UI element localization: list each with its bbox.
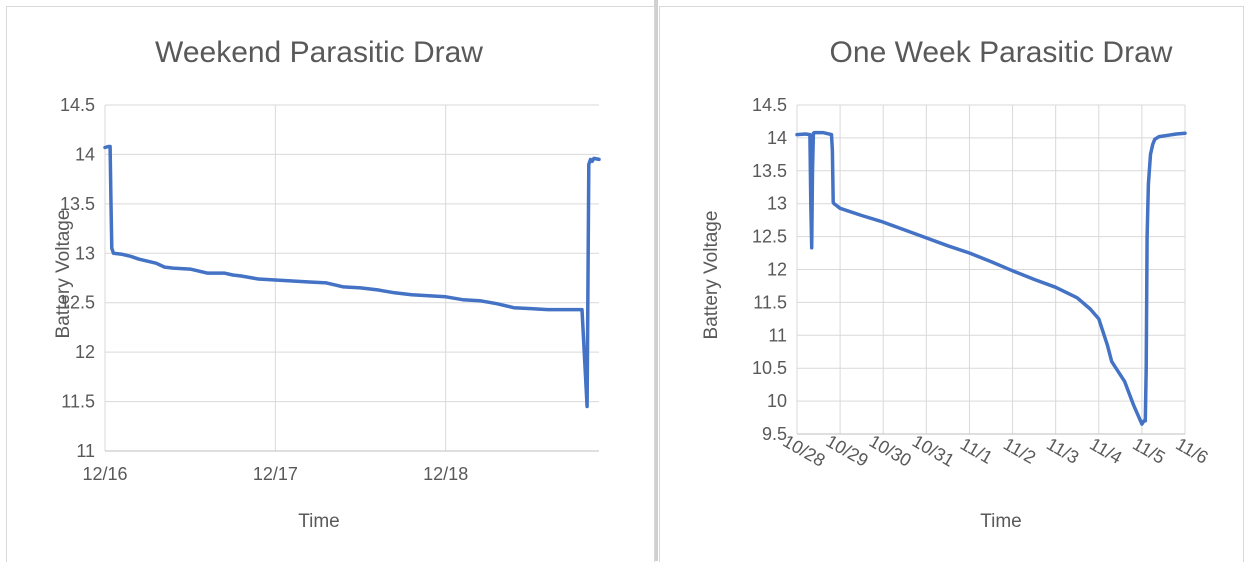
series-line-voltage	[103, 144, 601, 409]
x-tick-label: 10/29	[823, 431, 872, 471]
y-tick-label: 12	[767, 260, 787, 280]
y-tick-label: 11	[768, 325, 787, 345]
y-tick-label: 14.5	[60, 95, 95, 115]
x-axis-label: Time	[298, 511, 340, 532]
x-tick-label: 11/2	[1000, 434, 1039, 468]
chart-panel-weekend: Weekend Parasitic Draw Time Battery Volt…	[6, 6, 655, 562]
x-tick-label: 11/3	[1043, 434, 1082, 468]
x-tick-label: 11/1	[957, 434, 996, 468]
y-axis-label: Battery Voltage	[701, 211, 722, 340]
y-tick-label: 12	[75, 342, 95, 362]
y-tick-label: 9.5	[762, 424, 787, 444]
y-tick-label: 14	[767, 128, 787, 148]
x-tick-label: 10/28	[779, 431, 828, 471]
y-tick-label: 11	[76, 441, 95, 461]
y-tick-label: 13	[767, 194, 787, 214]
chart-title: Weekend Parasitic Draw	[155, 36, 483, 69]
x-tick-label: 12/16	[82, 464, 127, 484]
x-tick-label: 11/5	[1129, 434, 1168, 468]
y-tick-label: 10.5	[752, 358, 787, 378]
panel-divider	[654, 0, 658, 561]
y-tick-label: 12.5	[752, 227, 787, 247]
x-tick-label: 12/17	[253, 464, 298, 484]
x-tick-label: 11/6	[1172, 434, 1211, 468]
y-tick-label: 10	[767, 391, 787, 411]
weekend-chart-svg: Weekend Parasitic Draw Time Battery Volt…	[53, 36, 601, 532]
chart-panel-one-week: One Week Parasitic Draw Time Battery Vol…	[659, 6, 1244, 562]
y-tick-label: 14	[75, 144, 95, 164]
y-tick-label: 12.5	[60, 293, 95, 313]
x-tick-label: 11/4	[1086, 434, 1125, 468]
y-tick-label: 11.5	[753, 292, 787, 312]
y-tick-label: 13	[75, 243, 95, 263]
x-tick-label: 10/30	[866, 431, 915, 471]
x-tick-label: 10/31	[909, 431, 958, 471]
y-tick-label: 14.5	[752, 95, 787, 115]
series-line-voltage	[795, 130, 1187, 426]
y-tick-label: 13.5	[60, 194, 95, 214]
one-week-chart-svg: One Week Parasitic Draw Time Battery Vol…	[701, 36, 1212, 532]
y-tick-label: 11.5	[61, 392, 95, 412]
y-axis-label: Battery Voltage	[53, 210, 74, 339]
y-tick-label: 13.5	[752, 161, 787, 181]
x-axis-label: Time	[980, 511, 1022, 532]
chart-title: One Week Parasitic Draw	[830, 36, 1173, 69]
x-tick-label: 12/18	[423, 464, 468, 484]
